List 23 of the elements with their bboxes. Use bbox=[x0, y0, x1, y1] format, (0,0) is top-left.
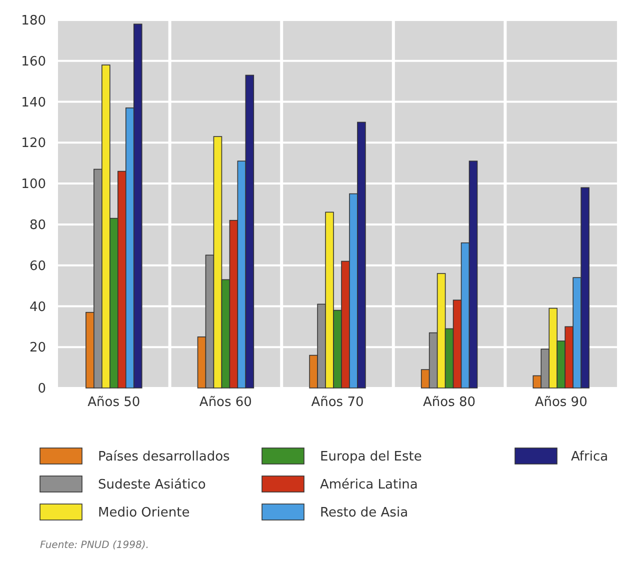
legend-label: Medio Oriente bbox=[98, 506, 190, 521]
legend-label: Resto de Asia bbox=[320, 506, 408, 521]
y-tick-label: 160 bbox=[21, 54, 46, 70]
y-tick-label: 140 bbox=[21, 95, 46, 110]
y-tick-label: 180 bbox=[21, 14, 46, 29]
y-tick-label: 20 bbox=[29, 340, 46, 356]
legend-label: Africa bbox=[571, 450, 608, 465]
legend-label: América Latina bbox=[320, 478, 418, 493]
source-note: Fuente: PNUD (1998). bbox=[40, 540, 149, 551]
y-tick-label: 100 bbox=[21, 177, 46, 192]
y-tick-label: 120 bbox=[21, 136, 46, 152]
legend-label: Europa del Este bbox=[320, 450, 422, 465]
x-tick-label: Años 60 bbox=[199, 395, 252, 410]
legend-label: Sudeste Asiático bbox=[98, 478, 206, 493]
x-tick-label: Años 50 bbox=[88, 395, 140, 410]
x-tick-label: Años 70 bbox=[311, 395, 364, 410]
y-tick-label: 60 bbox=[29, 258, 46, 274]
x-tick-label: Años 80 bbox=[423, 395, 476, 410]
legend-label: Países desarrollados bbox=[98, 450, 230, 465]
y-tick-label: 40 bbox=[29, 300, 46, 315]
x-tick-label: Años 90 bbox=[534, 395, 588, 410]
y-tick-label: 80 bbox=[29, 218, 46, 233]
y-tick-label: 0 bbox=[38, 382, 46, 397]
